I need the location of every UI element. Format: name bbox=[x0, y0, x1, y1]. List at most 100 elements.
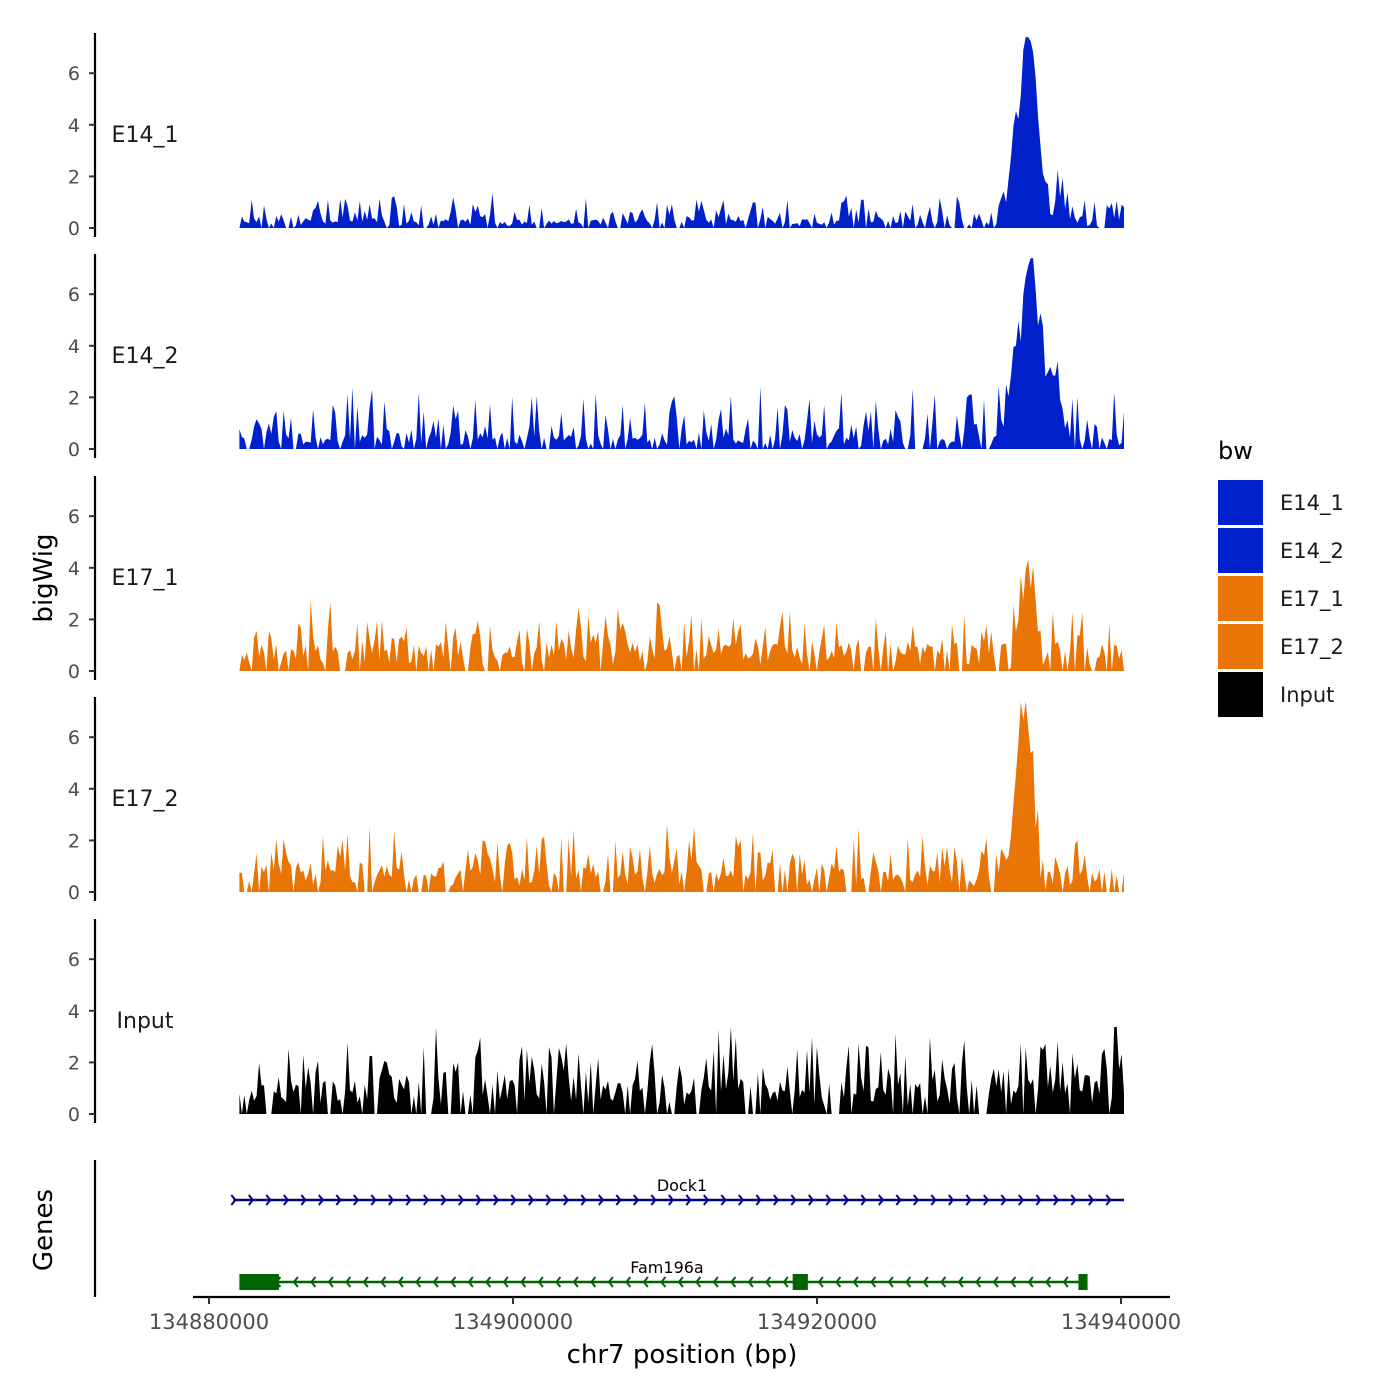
strand-arrow bbox=[292, 1276, 299, 1288]
x-tick-label: 134900000 bbox=[453, 1310, 573, 1334]
strand-arrow bbox=[230, 1194, 237, 1206]
strand-arrow bbox=[580, 1194, 587, 1206]
strand-arrow bbox=[590, 1276, 597, 1288]
strand-arrow bbox=[537, 1276, 544, 1288]
signal-area bbox=[239, 1026, 1124, 1114]
strand-arrow bbox=[1062, 1276, 1069, 1288]
track-label: E17_2 bbox=[112, 787, 179, 812]
y-tick-label: 2 bbox=[68, 609, 80, 631]
strand-arrow bbox=[362, 1276, 369, 1288]
strand-arrow bbox=[948, 1194, 955, 1206]
strand-arrow bbox=[563, 1194, 570, 1206]
y-tick-label: 2 bbox=[68, 830, 80, 852]
gene-name: Dock1 bbox=[657, 1176, 707, 1195]
signal-area bbox=[239, 258, 1124, 449]
strand-arrow bbox=[650, 1194, 657, 1206]
strand-arrow bbox=[755, 1194, 762, 1206]
strand-arrow bbox=[720, 1194, 727, 1206]
strand-arrow bbox=[677, 1276, 684, 1288]
legend-label: E14_1 bbox=[1280, 491, 1344, 516]
strand-arrow bbox=[887, 1276, 894, 1288]
strand-arrow bbox=[773, 1194, 780, 1206]
strand-arrow bbox=[467, 1276, 474, 1288]
strand-arrow bbox=[572, 1276, 579, 1288]
strand-arrow bbox=[825, 1194, 832, 1206]
legend-label: E14_2 bbox=[1280, 539, 1344, 564]
strand-arrow bbox=[790, 1194, 797, 1206]
y-tick-label: 6 bbox=[68, 63, 80, 85]
strand-arrow bbox=[940, 1276, 947, 1288]
legend-swatch bbox=[1218, 624, 1263, 669]
track-label: E14_2 bbox=[112, 344, 179, 369]
strand-arrow bbox=[1010, 1276, 1017, 1288]
y-tick-label: 0 bbox=[68, 661, 80, 683]
strand-arrow bbox=[370, 1194, 377, 1206]
x-tick-label: 134880000 bbox=[149, 1310, 269, 1334]
legend-title: bw bbox=[1218, 437, 1253, 465]
gene-name: Fam196a bbox=[630, 1258, 703, 1277]
y-tick-label: 4 bbox=[68, 1001, 80, 1023]
strand-arrow bbox=[345, 1276, 352, 1288]
strand-arrow bbox=[300, 1194, 307, 1206]
x-tick-label: 134920000 bbox=[757, 1310, 877, 1334]
strand-arrow bbox=[1105, 1194, 1112, 1206]
strand-arrow bbox=[450, 1276, 457, 1288]
strand-arrow bbox=[668, 1194, 675, 1206]
strand-arrow bbox=[388, 1194, 395, 1206]
legend-swatch bbox=[1218, 576, 1263, 621]
genes-track-label: Genes bbox=[29, 1189, 59, 1271]
strand-arrow bbox=[528, 1194, 535, 1206]
strand-arrow bbox=[545, 1194, 552, 1206]
strand-arrow bbox=[318, 1194, 325, 1206]
legend-swatch bbox=[1218, 480, 1263, 525]
strand-arrow bbox=[327, 1276, 334, 1288]
strand-arrow bbox=[1000, 1194, 1007, 1206]
strand-arrow bbox=[555, 1276, 562, 1288]
strand-arrow bbox=[502, 1276, 509, 1288]
signal-area bbox=[239, 37, 1124, 228]
strand-arrow bbox=[432, 1276, 439, 1288]
strand-arrow bbox=[685, 1194, 692, 1206]
strand-arrow bbox=[642, 1276, 649, 1288]
strand-arrow bbox=[520, 1276, 527, 1288]
y-tick-label: 0 bbox=[68, 218, 80, 240]
strand-arrow bbox=[712, 1276, 719, 1288]
y-tick-label: 6 bbox=[68, 506, 80, 528]
strand-arrow bbox=[1045, 1276, 1052, 1288]
y-tick-label: 2 bbox=[68, 166, 80, 188]
genes-track: Dock1 Fam196a bbox=[93, 1160, 1125, 1297]
strand-arrow bbox=[695, 1276, 702, 1288]
strand-arrow bbox=[1027, 1276, 1034, 1288]
exon-block bbox=[1078, 1274, 1088, 1290]
exon-block bbox=[792, 1274, 808, 1290]
strand-arrow bbox=[922, 1276, 929, 1288]
y-tick-label: 4 bbox=[68, 558, 80, 580]
y-tick-label: 6 bbox=[68, 727, 80, 749]
x-axis: 134880000 134900000 134920000 134940000 bbox=[149, 1295, 1181, 1334]
track-label: E14_1 bbox=[112, 123, 179, 148]
strand-arrow bbox=[615, 1194, 622, 1206]
strand-arrow bbox=[782, 1276, 789, 1288]
track-e17-2: 0 2 4 6 E17_2 bbox=[68, 697, 1124, 904]
y-tick-label: 2 bbox=[68, 387, 80, 409]
strand-arrow bbox=[965, 1194, 972, 1206]
signal-area bbox=[239, 701, 1124, 892]
strand-arrow bbox=[248, 1194, 255, 1206]
strand-arrow bbox=[878, 1194, 885, 1206]
strand-arrow bbox=[1018, 1194, 1025, 1206]
strand-arrow bbox=[607, 1276, 614, 1288]
strand-arrow bbox=[510, 1194, 517, 1206]
strand-arrow bbox=[405, 1194, 412, 1206]
track-e14-2: 0 2 4 6 E14_2 bbox=[68, 254, 1124, 461]
strand-arrow bbox=[957, 1276, 964, 1288]
strand-arrow bbox=[730, 1276, 737, 1288]
exon-block bbox=[239, 1274, 279, 1290]
y-tick-label: 6 bbox=[68, 284, 80, 306]
strand-arrow bbox=[843, 1194, 850, 1206]
track-e17-1: 0 2 4 6 E17_1 bbox=[68, 476, 1124, 683]
strand-arrow bbox=[458, 1194, 465, 1206]
strand-arrow bbox=[1088, 1194, 1095, 1206]
strand-arrow bbox=[493, 1194, 500, 1206]
gene-dock1: Dock1 bbox=[230, 1176, 1125, 1206]
